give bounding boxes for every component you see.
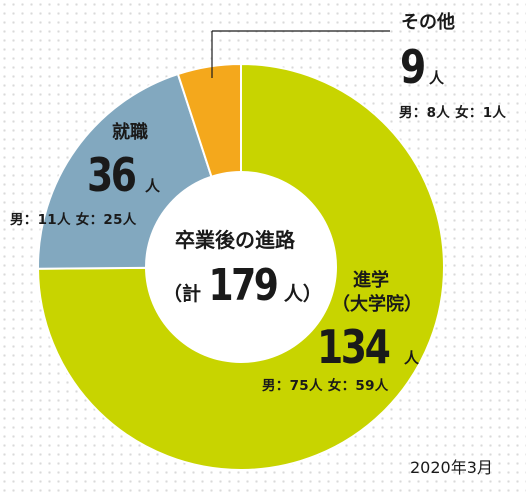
date-label: 2020年3月: [410, 458, 493, 477]
center-total-value: 179: [208, 260, 278, 311]
slice-label-other: その他: [401, 12, 455, 33]
slice-value-number: 134: [317, 320, 391, 374]
center-total: （計 179 人）: [163, 264, 322, 308]
slice-value-unit: 人: [145, 177, 161, 195]
center-title: 卒業後の進路: [175, 228, 295, 252]
slice-label-employment: 就職: [112, 122, 148, 143]
slice-detail-employment: 男：11人 女：25人: [10, 212, 137, 228]
slice-value-employment: 36 人: [87, 152, 160, 198]
slice-detail-other: 男：8人 女：1人: [399, 105, 507, 121]
center-total-prefix: （計: [163, 283, 202, 305]
center-total-suffix: 人）: [283, 283, 322, 305]
donut-hole: [145, 171, 337, 363]
slice-value-number: 9: [400, 40, 426, 94]
slice-detail-graduate-school: 男：75人 女：59人: [262, 378, 389, 394]
slice-value-unit: 人: [404, 349, 420, 367]
slice-value-number: 36: [87, 148, 137, 202]
slice-label-graduate-school: 進学: [353, 270, 389, 291]
slice-label-graduate-school-2: （大学院）: [332, 294, 422, 315]
slice-value-unit: 人: [429, 69, 445, 87]
slice-value-graduate-school: 134 人: [317, 324, 419, 370]
